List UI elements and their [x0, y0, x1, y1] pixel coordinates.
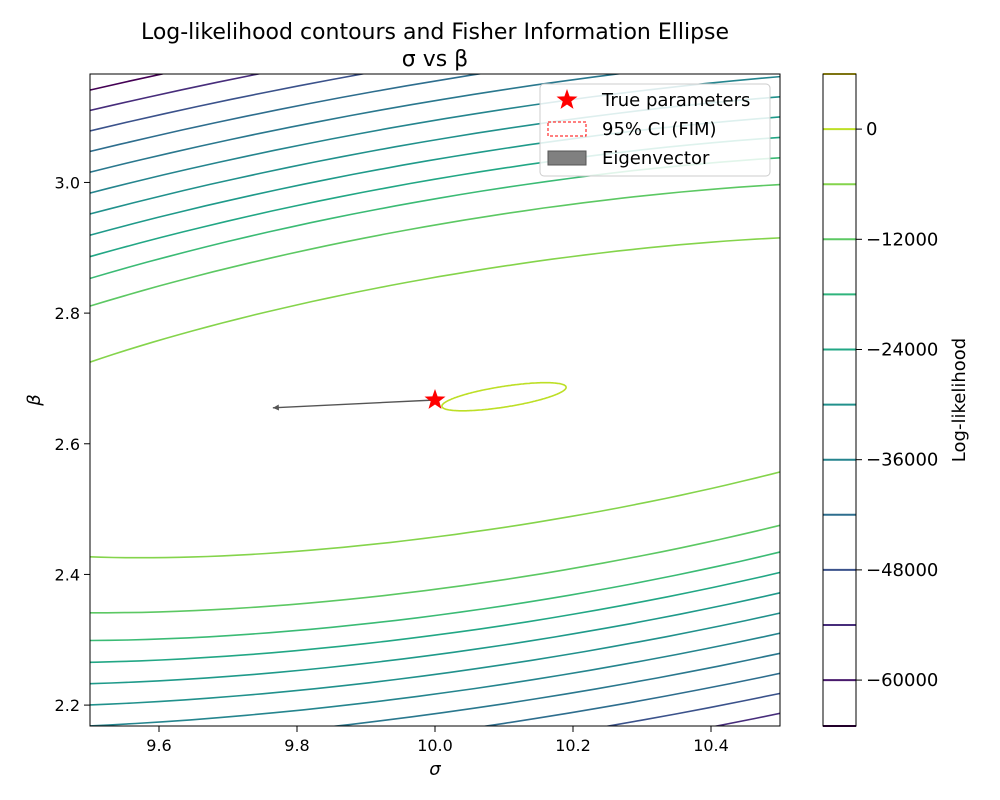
legend-dashed-box-icon: [547, 121, 587, 137]
y-tick-label-0: 2.2: [55, 696, 80, 715]
legend-label-2: Eigenvector: [602, 148, 710, 169]
chart-subtitle: σ vs β: [402, 47, 468, 72]
colorbar-tick-label-1: −12000: [866, 229, 938, 250]
x-tick-label-0: 9.6: [146, 736, 171, 755]
x-tick-label-1: 9.8: [284, 736, 309, 755]
contour-line-5: [90, 116, 780, 685]
contour-line-7: [90, 75, 780, 726]
x-axis: 9.6 9.8 10.0 10.2 10.4: [146, 726, 729, 755]
eigenvector-arrow: [272, 399, 436, 409]
contour-line-0: [441, 381, 567, 412]
true-parameters-star: [424, 389, 446, 409]
y-tick-label-3: 2.8: [55, 304, 80, 323]
y-axis: 2.2 2.4 2.6 2.8 3.0: [55, 173, 90, 715]
legend-label-1: 95% CI (FIM): [602, 119, 717, 140]
colorbar-tick-label-3: −36000: [866, 450, 938, 471]
legend-box: [539, 83, 771, 177]
chart-title: Log-likelihood contours and Fisher Infor…: [141, 20, 729, 45]
contour-line-3: [90, 157, 780, 642]
colorbar-frame: [822, 73, 857, 727]
legend: True parameters 95% CI (FIM) Eigenvector: [539, 83, 771, 177]
colorbar-tick-label-2: −24000: [866, 339, 938, 360]
x-tick-label-4: 10.4: [693, 736, 729, 755]
legend-filled-box-icon: [547, 150, 587, 166]
eigenvector-arrowhead: [272, 404, 279, 411]
colorbar-tick-label-4: −48000: [866, 560, 938, 581]
colorbar-label: Log-likelihood: [949, 338, 970, 462]
contour-line-2: [90, 183, 780, 614]
y-tick-label-2: 2.6: [55, 435, 80, 454]
contour-line-4: [90, 136, 780, 664]
colorbar: 0 −12000 −24000 −36000 −48000 −60000: [822, 73, 938, 727]
y-tick-label-1: 2.4: [55, 565, 80, 584]
x-tick-label-2: 10.0: [417, 736, 453, 755]
markers-layer: [272, 389, 446, 411]
y-axis-label: β: [24, 394, 45, 407]
contour-line-1: [90, 237, 780, 559]
colorbar-tick-label-5: −60000: [866, 670, 938, 691]
colorbar-tick-label-0: 0: [866, 119, 877, 140]
x-tick-label-3: 10.2: [555, 736, 591, 755]
legend-label-0: True parameters: [601, 90, 750, 111]
contour-line-6: [90, 95, 780, 706]
x-axis-label: σ: [429, 759, 441, 780]
legend-star-icon: [556, 89, 578, 109]
y-tick-label-4: 3.0: [55, 173, 80, 192]
